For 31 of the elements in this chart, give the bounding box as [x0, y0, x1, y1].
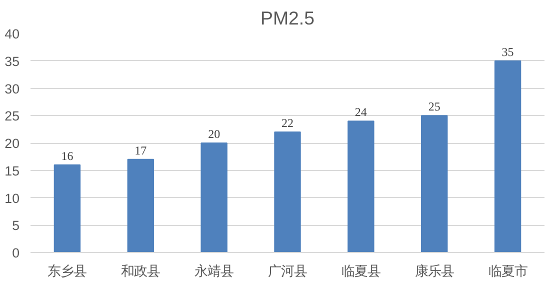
bar: [421, 115, 448, 252]
data-label: 22: [282, 116, 294, 130]
bar: [494, 60, 522, 252]
data-label: 25: [428, 100, 440, 114]
x-tick-label: 康乐县: [414, 264, 454, 278]
data-label: 35: [502, 44, 514, 59]
x-tick-label: 临夏县: [341, 264, 380, 278]
y-tick-label: 35: [4, 54, 20, 69]
bar: [54, 164, 81, 252]
bar: [127, 158, 154, 252]
x-tick-label: 东乡县: [48, 264, 87, 278]
data-label: 17: [134, 143, 147, 158]
bar: [200, 142, 228, 252]
y-tick-label: 15: [4, 163, 20, 178]
x-tick-label: 广河县: [268, 264, 307, 278]
y-tick-label: 10: [4, 190, 20, 206]
bar: [348, 120, 374, 252]
y-tick-label: 5: [12, 218, 20, 234]
y-tick-label: 40: [4, 26, 20, 42]
y-tick-label: 30: [4, 81, 20, 96]
x-tick-label: 和政县: [121, 264, 160, 278]
data-label: 24: [354, 105, 367, 120]
y-tick-label: 25: [4, 108, 20, 124]
data-label: 16: [61, 148, 74, 163]
y-tick-label: 20: [4, 136, 20, 151]
y-tick-label: 0: [12, 246, 20, 260]
bar: [274, 132, 301, 252]
x-tick-label: 永靖县: [194, 264, 234, 278]
chart-title: PM2.5: [260, 8, 314, 28]
data-label: 20: [208, 127, 220, 141]
x-tick-label: 临夏市: [488, 264, 528, 278]
